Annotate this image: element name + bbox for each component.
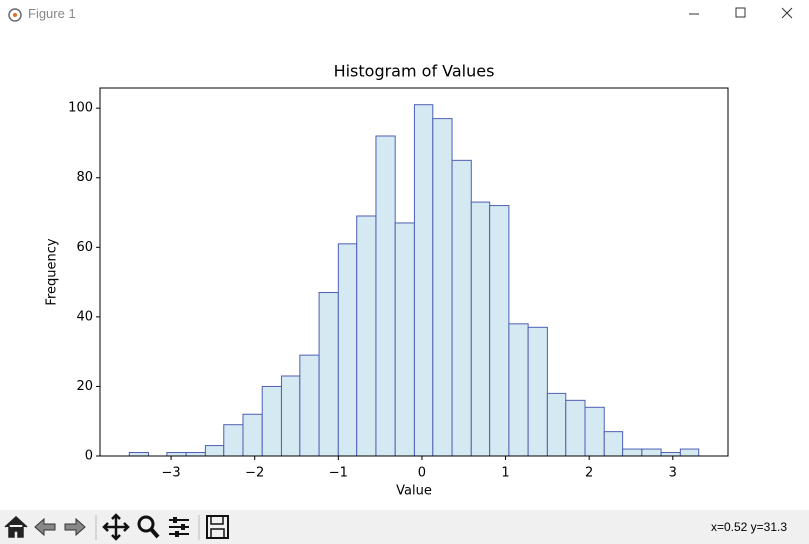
bar	[489, 205, 510, 457]
bar	[337, 243, 358, 457]
x-tick-label: 1	[501, 466, 509, 481]
y-tick-label: 60	[76, 240, 93, 255]
title-bar: Figure 1	[0, 0, 809, 30]
bar	[508, 323, 529, 457]
y-tick-label: 100	[68, 101, 93, 116]
zoom-button[interactable]	[137, 515, 155, 533]
bar	[375, 135, 396, 457]
bar	[470, 201, 491, 457]
save-button[interactable]	[206, 515, 229, 539]
status-text: x=0.52 y=31.3	[710, 520, 787, 534]
window-controls[interactable]	[679, 0, 809, 30]
bar	[185, 452, 206, 457]
maximize[interactable]	[735, 7, 746, 18]
x-axis-label: Value	[396, 484, 432, 499]
x-tick-label: −3	[161, 466, 180, 481]
y-tick-label: 20	[76, 379, 93, 394]
pan-button[interactable]	[102, 513, 130, 541]
toolbar-icons	[4, 513, 229, 541]
bar	[546, 392, 567, 457]
x-tick-label: −2	[245, 466, 264, 481]
bar	[204, 445, 225, 457]
bar	[527, 326, 548, 457]
x-tick-label: −1	[329, 466, 348, 481]
close[interactable]	[781, 7, 793, 19]
app-icon	[8, 8, 22, 22]
bar	[280, 375, 301, 457]
home-button[interactable]	[4, 515, 28, 538]
bar	[223, 424, 244, 457]
bar	[394, 222, 415, 457]
figure: Histogram of Values Value Frequency 0204…	[45, 62, 729, 499]
chart-title: Histogram of Values	[334, 62, 495, 81]
bar	[641, 448, 662, 457]
bar	[318, 292, 339, 457]
toolbar: x=0.52 y=31.3	[0, 510, 809, 544]
x-tick-label: 2	[585, 466, 593, 481]
bar	[128, 452, 150, 457]
y-tick-label: 40	[76, 309, 93, 324]
bar	[166, 452, 187, 457]
back-button[interactable]	[34, 517, 56, 537]
y-tick-label: 0	[85, 449, 93, 464]
forward-button[interactable]	[64, 517, 86, 537]
bar	[356, 215, 377, 457]
y-axis-label: Frequency	[45, 238, 60, 305]
bar	[603, 431, 624, 457]
bar	[242, 413, 263, 457]
bar	[413, 104, 434, 457]
x-tick-label: 0	[418, 466, 426, 481]
bar	[261, 385, 282, 457]
axes-frame	[99, 87, 729, 457]
window-title: Figure 1	[28, 6, 76, 21]
bar	[584, 406, 605, 457]
bar	[622, 448, 643, 457]
bar	[432, 118, 453, 457]
bar	[565, 399, 586, 457]
bar	[679, 448, 700, 457]
x-tick-label: 3	[669, 466, 677, 481]
bar	[660, 452, 681, 457]
bar	[451, 159, 472, 457]
y-tick-label: 80	[76, 170, 93, 185]
bar	[299, 354, 320, 457]
